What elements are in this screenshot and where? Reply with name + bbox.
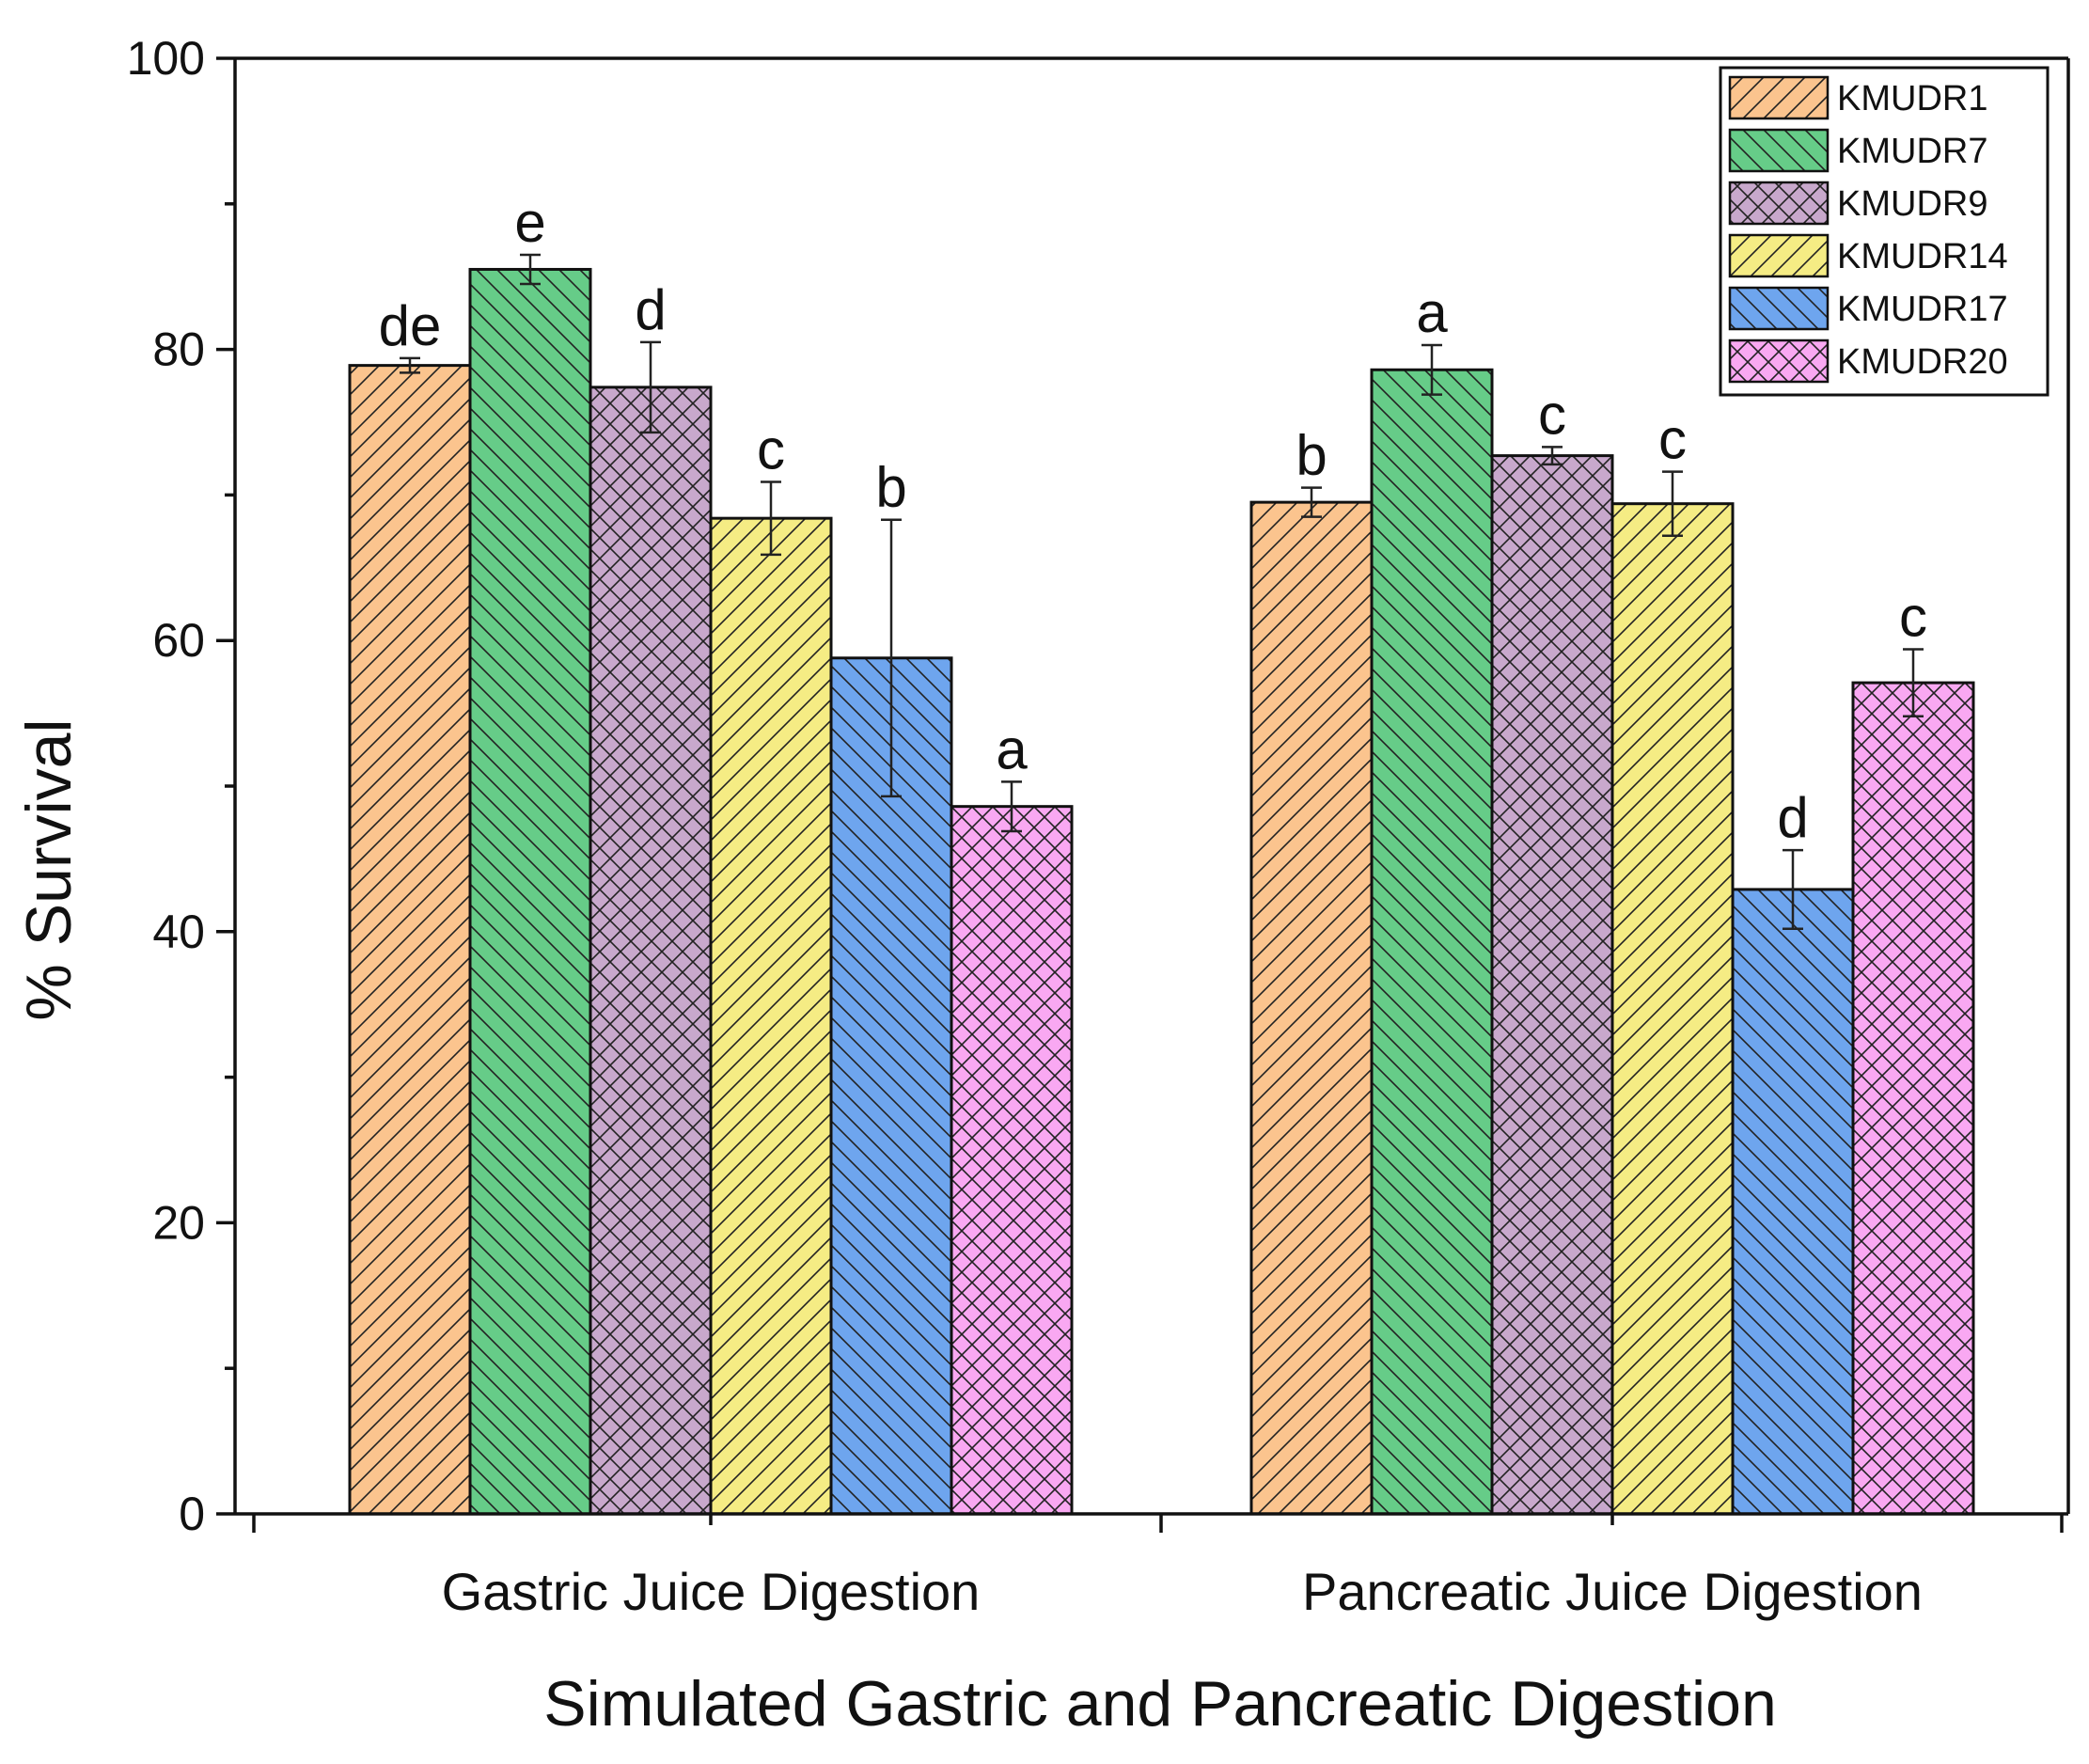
- error-bar: [1542, 446, 1563, 466]
- legend-swatch-kmudr7: [1728, 128, 1830, 173]
- legend-label-kmudr14: KMUDR14: [1837, 237, 2008, 276]
- error-bar: [1662, 470, 1683, 537]
- significance-labels-layer: de e d c b a b a c c d c: [379, 191, 1927, 849]
- x-category-label: Gastric Juice Digestion: [442, 1562, 981, 1621]
- error-bar: [520, 253, 541, 286]
- y-tick-label: 20: [152, 1196, 205, 1249]
- legend-swatch-kmudr9: [1728, 181, 1830, 226]
- y-tick-label: 0: [179, 1488, 205, 1540]
- error-bar: [640, 340, 661, 434]
- legend-swatch-kmudr20: [1728, 339, 1830, 384]
- y-axis-title: % Survival: [13, 718, 85, 1020]
- legend-swatch-kmudr17: [1728, 286, 1830, 331]
- y-tick-label: 100: [127, 32, 205, 85]
- significance-label: e: [514, 191, 545, 254]
- legend: KMUDR1 KMUDR7 KMUDR9 KMUDR14 KMUDR17 KMUDR20: [1719, 66, 2050, 397]
- bar-kmudr9-pancreatic: [1490, 454, 1614, 1516]
- significance-label: c: [757, 417, 785, 480]
- bar-kmudr9-gastric: [589, 386, 713, 1516]
- significance-label: c: [1538, 383, 1566, 446]
- significance-label: d: [635, 278, 666, 341]
- bar-kmudr1-pancreatic: [1249, 500, 1374, 1516]
- significance-label: c: [1658, 408, 1687, 471]
- significance-label: de: [379, 294, 442, 357]
- x-category-label: Pancreatic Juice Digestion: [1302, 1562, 1923, 1621]
- significance-label: d: [1777, 786, 1808, 849]
- bar-kmudr20-gastric: [950, 805, 1074, 1516]
- significance-label: c: [1899, 585, 1927, 648]
- error-bar: [1783, 848, 1803, 930]
- legend-swatch-kmudr1: [1728, 75, 1830, 120]
- bar-kmudr17-gastric: [829, 656, 953, 1516]
- legend-label-kmudr9: KMUDR9: [1837, 184, 1987, 224]
- significance-label: a: [996, 717, 1028, 780]
- y-tick-label: 40: [152, 906, 205, 958]
- bar-kmudr17-pancreatic: [1731, 888, 1855, 1516]
- error-bar: [761, 480, 781, 557]
- error-bar: [1903, 648, 1924, 717]
- error-bar: [881, 518, 902, 798]
- error-bar: [1421, 343, 1442, 396]
- bar-kmudr7-gastric: [468, 267, 592, 1516]
- y-tick-label: 80: [152, 323, 205, 376]
- legend-label-kmudr1: KMUDR1: [1837, 79, 1987, 118]
- legend-label-kmudr20: KMUDR20: [1837, 342, 2008, 382]
- x-axis-title: Simulated Gastric and Pancreatic Digesti…: [543, 1668, 1777, 1740]
- y-tick-label: 60: [152, 614, 205, 667]
- significance-label: b: [875, 456, 906, 519]
- bar-kmudr7-pancreatic: [1370, 368, 1494, 1516]
- bar-kmudr20-pancreatic: [1851, 681, 1975, 1516]
- legend-swatch-kmudr14: [1728, 233, 1830, 278]
- bars-layer: [348, 267, 1975, 1516]
- error-bars-layer: [400, 253, 1924, 930]
- error-bar: [400, 356, 420, 374]
- error-bar: [1001, 780, 1022, 833]
- bar-kmudr14-gastric: [709, 516, 833, 1516]
- legend-label-kmudr7: KMUDR7: [1837, 132, 1987, 171]
- significance-label: a: [1416, 281, 1448, 344]
- legend-label-kmudr17: KMUDR17: [1837, 290, 2008, 329]
- bar-kmudr14-pancreatic: [1610, 502, 1735, 1516]
- axes-layer: 0 20 40 60 80 100 Gastric Juice Digestion Pancr…: [127, 32, 2070, 1621]
- significance-label: b: [1296, 424, 1327, 487]
- error-bar: [1301, 486, 1322, 518]
- bar-kmudr1-gastric: [348, 364, 472, 1516]
